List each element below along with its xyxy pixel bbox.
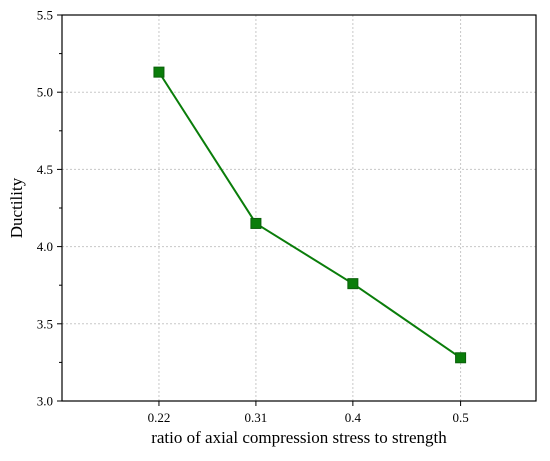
- x-tick-label: 0.4: [345, 410, 362, 425]
- y-axis-title: Ductility: [7, 177, 26, 238]
- data-point-marker: [153, 66, 165, 78]
- y-tick-label: 4.5: [37, 162, 53, 177]
- y-tick-label: 5.5: [37, 8, 53, 23]
- x-axis-title: ratio of axial compression stress to str…: [151, 428, 447, 447]
- x-tick-label: 0.22: [148, 410, 171, 425]
- y-tick-label: 3.0: [37, 394, 53, 409]
- plot-frame: [61, 14, 537, 402]
- y-tick-label: 5.0: [37, 85, 53, 100]
- data-point-marker: [250, 217, 262, 229]
- y-tick-label: 4.0: [37, 239, 53, 254]
- x-tick-label: 0.5: [452, 410, 468, 425]
- y-tick-labels: 3.0 3.5 4.0 4.5 5.0 5.5: [37, 8, 53, 409]
- y-tick-label: 3.5: [37, 316, 53, 331]
- x-tick-labels: 0.22 0.31 0.4 0.5: [148, 410, 469, 425]
- data-point-marker: [347, 278, 359, 290]
- series-group: [153, 66, 467, 364]
- data-point-marker: [455, 352, 467, 364]
- x-tick-label: 0.31: [245, 410, 268, 425]
- axis-ticks: [57, 14, 462, 406]
- grid-lines: [62, 15, 536, 401]
- series-line: [158, 71, 462, 359]
